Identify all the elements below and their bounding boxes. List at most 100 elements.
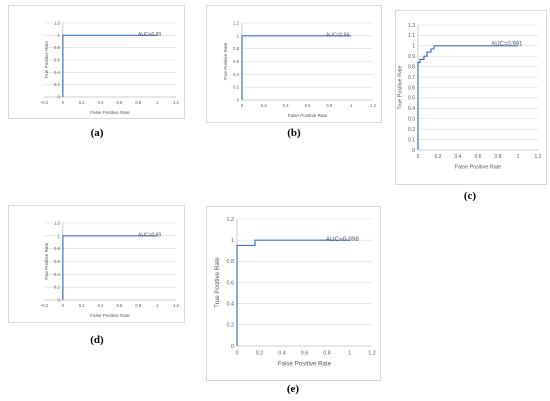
y-tick-label: 1 — [58, 33, 61, 38]
y-axis-title: True Positive Rate — [44, 41, 49, 79]
y-tick-label: 0.2 — [408, 127, 415, 133]
roc-curve-line — [62, 34, 158, 97]
x-tick-label: 1.2 — [368, 350, 376, 356]
x-tick-label: 0.8 — [326, 103, 332, 108]
x-tick-label: 1.2 — [535, 154, 542, 160]
y-tick-label: 0.2 — [233, 85, 239, 90]
x-tick-label: 0.6 — [475, 154, 482, 160]
y-tick-label: 0 — [412, 148, 415, 154]
x-tick-label: 0 — [241, 103, 244, 108]
y-tick-label: 1.2 — [227, 217, 235, 223]
x-tick-label: 0.8 — [495, 154, 502, 160]
y-tick-label: 1.1 — [408, 33, 415, 39]
x-tick-label: 0.4 — [283, 103, 289, 108]
y-tick-label: 0 — [58, 94, 61, 99]
y-tick-label: 0.1 — [408, 137, 415, 143]
x-tick-label: 0.4 — [98, 100, 104, 105]
x-tick-label: −0.2 — [40, 303, 49, 308]
roc-chart-b: 0 0.2 0.4 0.6 0.8 1 1.2 0 0.2 0.4 0.6 0.8 1 1.2 False … — [206, 5, 382, 123]
x-tick-label: 0.6 — [305, 103, 311, 108]
x-axis-title: False Positive Rate — [288, 113, 328, 118]
chart-svg-e: 0 0.2 0.4 0.6 0.8 1 1.2 0 0.2 0.4 0.6 0.8 1 1.2 False … — [214, 217, 376, 368]
y-tick-label: 0.3 — [408, 117, 415, 123]
x-tick-label: 0 — [62, 100, 65, 105]
chart-svg-d: −0.2 0 0.2 0.4 0.6 0.8 1 1.2 0 0.2 0.4 0.6 0.8 1 1.2 Fa… — [40, 220, 180, 318]
x-tick-label: 1.2 — [370, 103, 376, 108]
y-tick-label: 0.2 — [54, 285, 60, 290]
x-tick-label: 0 — [417, 154, 420, 160]
y-tick-label: 0.7 — [408, 75, 415, 81]
x-axis-title: False Positive Rate — [278, 361, 332, 368]
x-tick-label: 1.2 — [173, 100, 179, 105]
y-tick-label: 0.8 — [54, 246, 60, 251]
chart-svg-b: 0 0.2 0.4 0.6 0.8 1 1.2 0 0.2 0.4 0.6 0.8 1 1.2 False … — [223, 20, 377, 118]
x-tick-label: 1 — [348, 350, 351, 356]
x-tick-label: 0.2 — [261, 103, 267, 108]
x-tick-label: 0.4 — [278, 350, 286, 356]
x-tick-label: 1 — [156, 100, 159, 105]
x-tick-label: 1 — [156, 303, 159, 308]
x-tick-label: 0.2 — [79, 100, 85, 105]
roc-chart-d: −0.2 0 0.2 0.4 0.6 0.8 1 1.2 0 0.2 0.4 0.6 0.8 1 1.2 Fa… — [8, 205, 185, 323]
x-tick-label: −0.2 — [40, 100, 49, 105]
y-tick-label: 0 — [231, 344, 234, 350]
x-tick-label: 0.6 — [117, 100, 123, 105]
x-tick-label: 0.2 — [79, 303, 85, 308]
x-tick-label: 0.4 — [455, 154, 462, 160]
y-tick-label: 0.6 — [227, 280, 235, 286]
x-tick-label: 1 — [517, 154, 520, 160]
x-tick-label: 0.8 — [135, 303, 141, 308]
caption-e: (e) — [286, 383, 300, 395]
y-tick-label: 0.4 — [408, 106, 415, 112]
y-tick-label: 0 — [58, 297, 61, 302]
auc-annotation: AUC=0.998 — [326, 236, 360, 243]
caption-d: (d) — [90, 334, 104, 346]
y-tick-label: 0.4 — [54, 70, 60, 75]
caption-a: (a) — [90, 127, 104, 139]
y-tick-label: 1 — [58, 233, 61, 238]
y-tick-label: 1.2 — [54, 220, 60, 225]
x-tick-label: 0.6 — [117, 303, 123, 308]
y-tick-label: 0.5 — [408, 96, 415, 102]
y-tick-label: 1.2 — [233, 20, 239, 25]
roc-chart-a: −0.2 0 0.2 0.4 0.6 0.8 1 1.2 0 0.2 0.4 0.6 0.8 1 1.2 Fa… — [8, 5, 185, 119]
y-tick-label: 0.8 — [54, 45, 60, 50]
y-tick-label: 1.2 — [54, 20, 60, 25]
y-axis-title: True Positive Rate — [44, 242, 49, 280]
x-tick-label: 0.8 — [135, 100, 141, 105]
caption-c: (c) — [463, 190, 477, 202]
roc-chart-c: 0 0.2 0.4 0.6 0.8 1 1.2 0 0.1 0.2 0.3 0.4 0.5 0.6 0.7 0… — [395, 10, 547, 185]
x-axis-title: False Positive Rate — [90, 313, 130, 318]
auc-annotation: AUC=0.99 — [326, 32, 349, 38]
y-tick-label: 0.8 — [227, 259, 235, 265]
roc-curve-line — [417, 45, 518, 150]
x-tick-label: 0.4 — [98, 303, 104, 308]
x-tick-label: 0.2 — [435, 154, 442, 160]
x-tick-label: 1.2 — [173, 303, 179, 308]
y-tick-label: 0.2 — [54, 82, 60, 87]
y-tick-label: 1 — [412, 44, 415, 50]
x-tick-label: 0 — [62, 303, 65, 308]
y-axis-title: True Positive Rate — [214, 257, 221, 308]
x-tick-label: 1 — [350, 103, 353, 108]
chart-svg-c: 0 0.2 0.4 0.6 0.8 1 1.2 0 0.1 0.2 0.3 0.4 0.5 0.6 0.7 0… — [397, 23, 542, 171]
y-tick-label: 0 — [237, 97, 240, 102]
y-tick-label: 1 — [231, 238, 234, 244]
x-axis-title: False Positive Rate — [90, 110, 130, 115]
chart-svg-a: −0.2 0 0.2 0.4 0.6 0.8 1 1.2 0 0.2 0.4 0.6 0.8 1 1.2 Fa… — [40, 20, 180, 115]
auc-annotation: AUC=0.991 — [491, 42, 523, 48]
y-tick-label: 0.6 — [408, 85, 415, 91]
x-tick-label: 0.8 — [323, 350, 331, 356]
y-tick-label: 0.2 — [227, 323, 235, 329]
y-tick-label: 0.6 — [54, 57, 60, 62]
y-tick-label: 0.6 — [54, 259, 60, 264]
roc-curve-line — [62, 235, 158, 300]
y-axis-title: True Positive Rate — [397, 65, 403, 109]
auc-annotation: AUC=0.99 — [138, 232, 161, 238]
roc-chart-e: 0 0.2 0.4 0.6 0.8 1 1.2 0 0.2 0.4 0.6 0.8 1 1.2 False … — [206, 206, 381, 381]
y-tick-label: 1.2 — [408, 23, 415, 29]
y-tick-label: 0.4 — [54, 272, 60, 277]
x-tick-label: 0 — [236, 350, 239, 356]
x-tick-label: 0.6 — [301, 350, 309, 356]
y-tick-label: 0.8 — [408, 64, 415, 70]
